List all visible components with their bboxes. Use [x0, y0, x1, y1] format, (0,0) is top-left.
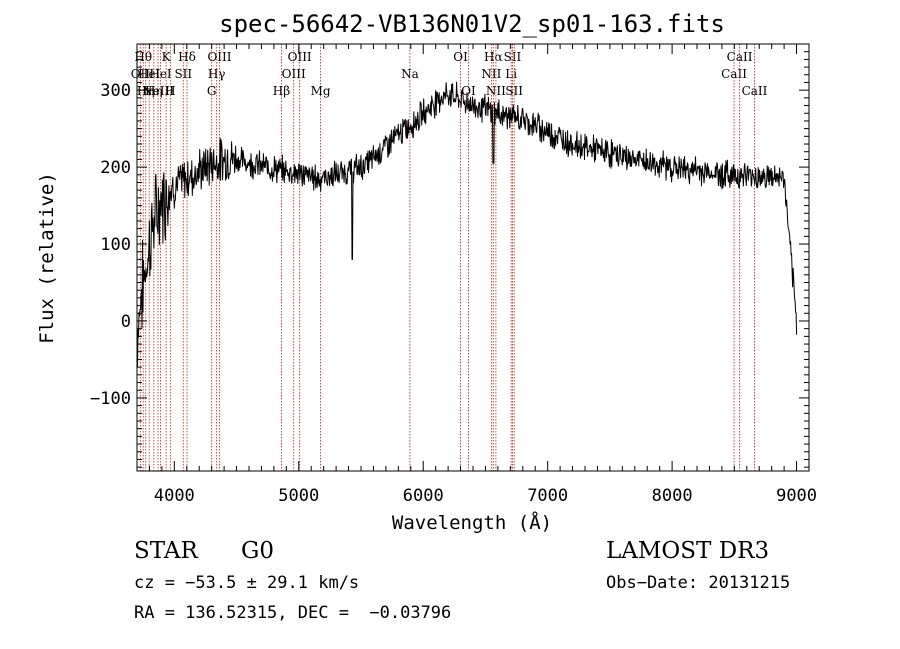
line-label-hβ: Hβ: [273, 84, 290, 98]
line-label-caii: CaII: [721, 67, 747, 81]
line-label-oiii: OIII: [288, 50, 312, 64]
x-tick-label: 6000: [403, 486, 444, 506]
x-tick-label: 8000: [652, 486, 693, 506]
ra-dec-coords: RA = 136.52315, DEC = −0.03796: [134, 603, 452, 623]
chart-title: spec-56642-VB136N01V2_sp01-163.fits: [219, 10, 725, 38]
line-label-oi: OI: [453, 50, 468, 64]
line-label-oiii: OIII: [282, 67, 306, 81]
x-axis-label: Wavelength (Å): [392, 511, 552, 534]
x-tick-label: 7000: [527, 486, 568, 506]
line-label-sii: SII: [174, 67, 192, 81]
line-markers: OIIHθHηHeIHηNeIIIHeIKHSIIHδGHγOIIIHβOIII…: [131, 44, 768, 471]
line-label-caii: CaII: [727, 50, 753, 64]
y-tick-label: 200: [100, 158, 131, 178]
line-label-sii: SII: [504, 50, 522, 64]
y-axis-label: Flux (relative): [36, 172, 58, 344]
plot-frame: [136, 43, 810, 472]
line-label-nii: NII: [486, 84, 506, 98]
flux-line: [136, 81, 798, 368]
line-label-hγ: Hγ: [208, 67, 226, 81]
line-label-hα: Hα: [484, 50, 503, 64]
line-label-k: K: [162, 50, 172, 64]
survey-name: LAMOST DR3: [606, 538, 770, 564]
line-label-hη: Hη: [137, 84, 155, 98]
axis-ticks: 4000 5000 6000 7000 8000 9000 −100 0 100 200 300: [90, 44, 817, 506]
line-label-hδ: Hδ: [178, 50, 196, 64]
line-label-oi: OI: [461, 84, 476, 98]
x-tick-label: 5000: [278, 486, 319, 506]
y-tick-label: 0: [121, 312, 131, 332]
line-label-hθ: Hθ: [134, 50, 152, 64]
obs-date: Obs−Date: 20131215: [606, 573, 791, 593]
line-label-g: G: [207, 84, 217, 98]
subclass: G0: [241, 538, 275, 564]
line-label-mg: Mg: [311, 84, 331, 98]
line-label-sii: SII: [505, 84, 523, 98]
line-label-hei: HeI: [138, 67, 161, 81]
line-label-caii: CaII: [742, 84, 768, 98]
line-label-hei: HeI: [149, 67, 172, 81]
line-label-nii: NII: [481, 67, 501, 81]
line-label-h: H: [165, 84, 175, 98]
line-label-na: Na: [401, 67, 419, 81]
line-label-li: Li: [505, 67, 517, 81]
line-label-oiii: OIII: [207, 50, 231, 64]
redshift-cz: cz = −53.5 ± 29.1 km/s: [134, 573, 360, 593]
object-class: STAR: [134, 538, 198, 564]
x-tick-label: 4000: [154, 486, 195, 506]
y-tick-label: 100: [100, 235, 131, 255]
y-tick-label: −100: [90, 389, 131, 409]
flux-series: [136, 81, 798, 368]
x-tick-label: 9000: [776, 486, 817, 506]
y-tick-label: 300: [100, 81, 131, 101]
